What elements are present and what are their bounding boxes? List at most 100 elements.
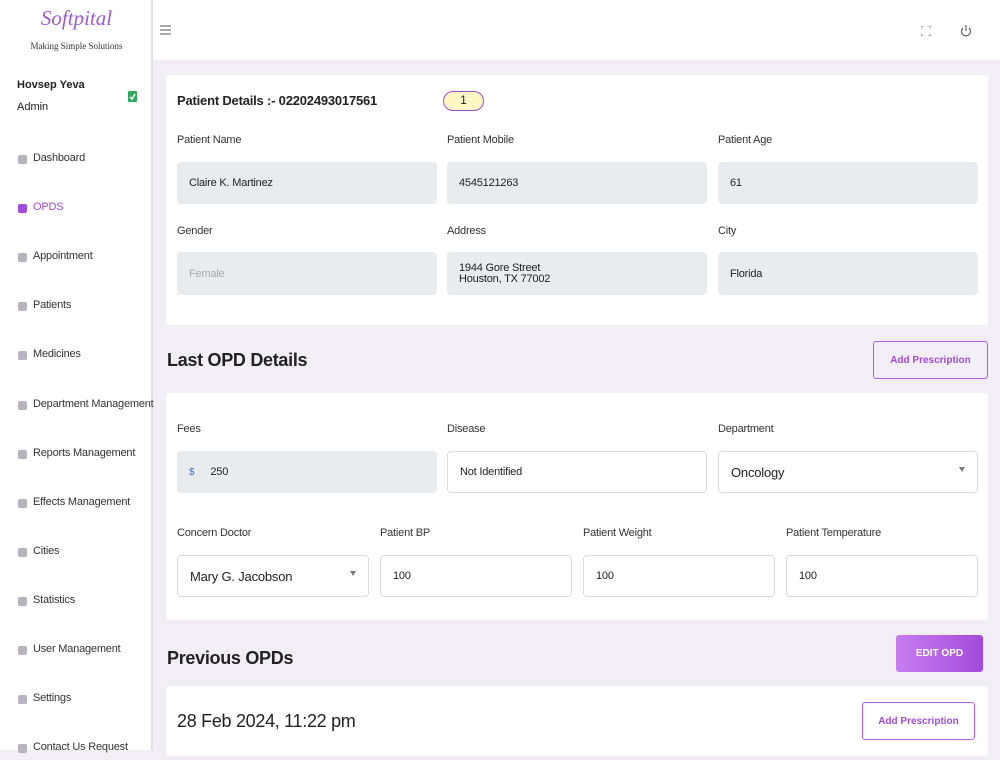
patient-heading: Patient Details :- 02202493017561	[177, 93, 378, 108]
nav-item[interactable]: Cities	[0, 544, 150, 564]
field-label: Gender	[177, 225, 213, 237]
field-value: Florida	[730, 267, 763, 280]
nav-item[interactable]: Medicines	[0, 347, 150, 367]
nav-label: Cities	[33, 544, 60, 557]
nav-item[interactable]: Dashboard	[0, 151, 150, 171]
field-input[interactable]: 100	[380, 555, 572, 597]
nav-icon	[18, 695, 27, 705]
field-label: City	[718, 225, 737, 237]
field-value: 4545121263	[459, 177, 519, 189]
field-input: Florida	[718, 252, 978, 295]
field-label: Patient Temperature	[786, 527, 882, 539]
nav-label: OPDS	[33, 201, 64, 214]
patient-badge: 1	[443, 91, 484, 111]
brand-tagline: Making Simple Solutions	[30, 41, 123, 51]
nav-icon	[18, 596, 27, 606]
field-value: 100	[799, 570, 817, 582]
field-input: 4545121263	[447, 162, 707, 204]
field-select[interactable]: Oncology	[718, 451, 978, 493]
nav-label: Statistics	[33, 593, 76, 606]
nav-label: Effects Management	[33, 495, 131, 508]
nav-item[interactable]: Contact Us Request	[0, 740, 150, 760]
previous-opd-card: 28 Feb 2024, 11:22 pm Add Prescription	[166, 686, 988, 756]
nav-icon	[18, 400, 27, 410]
nav-icon	[18, 302, 27, 312]
nav-icon	[18, 253, 27, 263]
nav-icon	[18, 351, 27, 361]
edit-opd-button[interactable]: EDIT OPD	[896, 635, 983, 672]
field-label: Patient Weight	[583, 527, 652, 539]
field-input[interactable]: 100	[583, 555, 775, 597]
nav-icon	[18, 646, 27, 655]
previous-opds-title: Previous OPDs	[167, 648, 294, 668]
field-label: Fees	[177, 423, 201, 435]
nav-item[interactable]: Effects Management	[0, 495, 150, 515]
nav-label: Patients	[33, 299, 72, 312]
fullscreen-icon[interactable]	[921, 26, 931, 36]
field-value: Oncology	[731, 464, 785, 480]
menu-toggle[interactable]	[160, 25, 172, 35]
previous-add-prescription-button[interactable]: Add Prescription	[862, 702, 975, 740]
field-input[interactable]: $250	[177, 451, 437, 493]
nav-label: Reports Management	[33, 446, 136, 459]
field-input: Female	[177, 252, 437, 295]
previous-opd-date: 28 Feb 2024, 11:22 pm	[177, 711, 356, 731]
nav-item[interactable]: Settings	[0, 691, 150, 711]
field-value: 61	[730, 177, 742, 189]
nav-item[interactable]: Department Management	[0, 397, 154, 417]
field-input: 1944 Gore Street Houston, TX 77002	[447, 252, 707, 295]
nav-icon	[18, 744, 27, 754]
nav-item[interactable]: Patients	[0, 298, 150, 318]
field-value: 100	[596, 570, 614, 582]
user-role: Admin	[17, 101, 49, 113]
nav-label: Department Management	[33, 397, 154, 410]
nav-label: Dashboard	[33, 152, 86, 164]
field-label: Department	[718, 423, 774, 435]
field-label: Address	[447, 225, 486, 237]
field-value: Female	[189, 267, 225, 280]
nav-item[interactable]: Reports Management	[0, 446, 150, 466]
field-input: Claire K. Martinez	[177, 162, 437, 204]
last-opd-title: Last OPD Details	[167, 350, 308, 370]
nav-label: Contact Us Request	[33, 741, 128, 754]
field-label: Patient Age	[718, 134, 773, 146]
field-value: Claire K. Martinez	[189, 177, 273, 189]
field-label: Patient BP	[380, 527, 430, 539]
nav-item[interactable]: Appointment	[0, 249, 150, 269]
nav-icon	[18, 547, 27, 557]
field-value: 250	[210, 466, 229, 478]
field-label: Concern Doctor	[177, 527, 252, 539]
nav-label: Medicines	[33, 348, 81, 361]
dropdown-caret	[959, 467, 965, 472]
nav-icon	[18, 449, 27, 459]
field-label: Disease	[447, 423, 486, 435]
brand-name: Softpital	[40, 6, 113, 30]
field-label: Patient Name	[177, 134, 242, 146]
nav-item[interactable]: OPDS	[0, 200, 150, 220]
add-prescription-button[interactable]: Add Prescription	[873, 341, 988, 379]
dropdown-caret	[350, 571, 356, 576]
nav-icon	[18, 204, 27, 214]
nav-label: Appointment	[33, 250, 93, 263]
field-value: Not Identified	[460, 466, 523, 478]
nav-item[interactable]: User Management	[0, 642, 150, 662]
field-value: Mary G. Jacobson	[190, 568, 293, 584]
power-icon[interactable]	[960, 25, 972, 37]
address-line: 1944 Gore Street	[459, 261, 541, 274]
currency-symbol: $	[189, 466, 195, 478]
topbar	[153, 0, 1000, 60]
address-line: Houston, TX 77002	[459, 272, 551, 285]
nav-icon	[18, 155, 27, 164]
verified-icon	[128, 91, 137, 102]
field-input[interactable]: Not Identified	[447, 451, 707, 493]
nav-label: User Management	[33, 643, 121, 655]
field-value: 100	[393, 570, 411, 582]
field-label: Patient Mobile	[447, 134, 514, 146]
field-input[interactable]: 100	[786, 555, 978, 597]
nav-label: Settings	[33, 692, 72, 705]
field-input: 61	[718, 162, 978, 204]
sidebar: Softpital Making Simple Solutions Hovsep…	[0, 0, 154, 754]
field-select[interactable]: Mary G. Jacobson	[177, 555, 369, 597]
nav-item[interactable]: Statistics	[0, 593, 150, 613]
